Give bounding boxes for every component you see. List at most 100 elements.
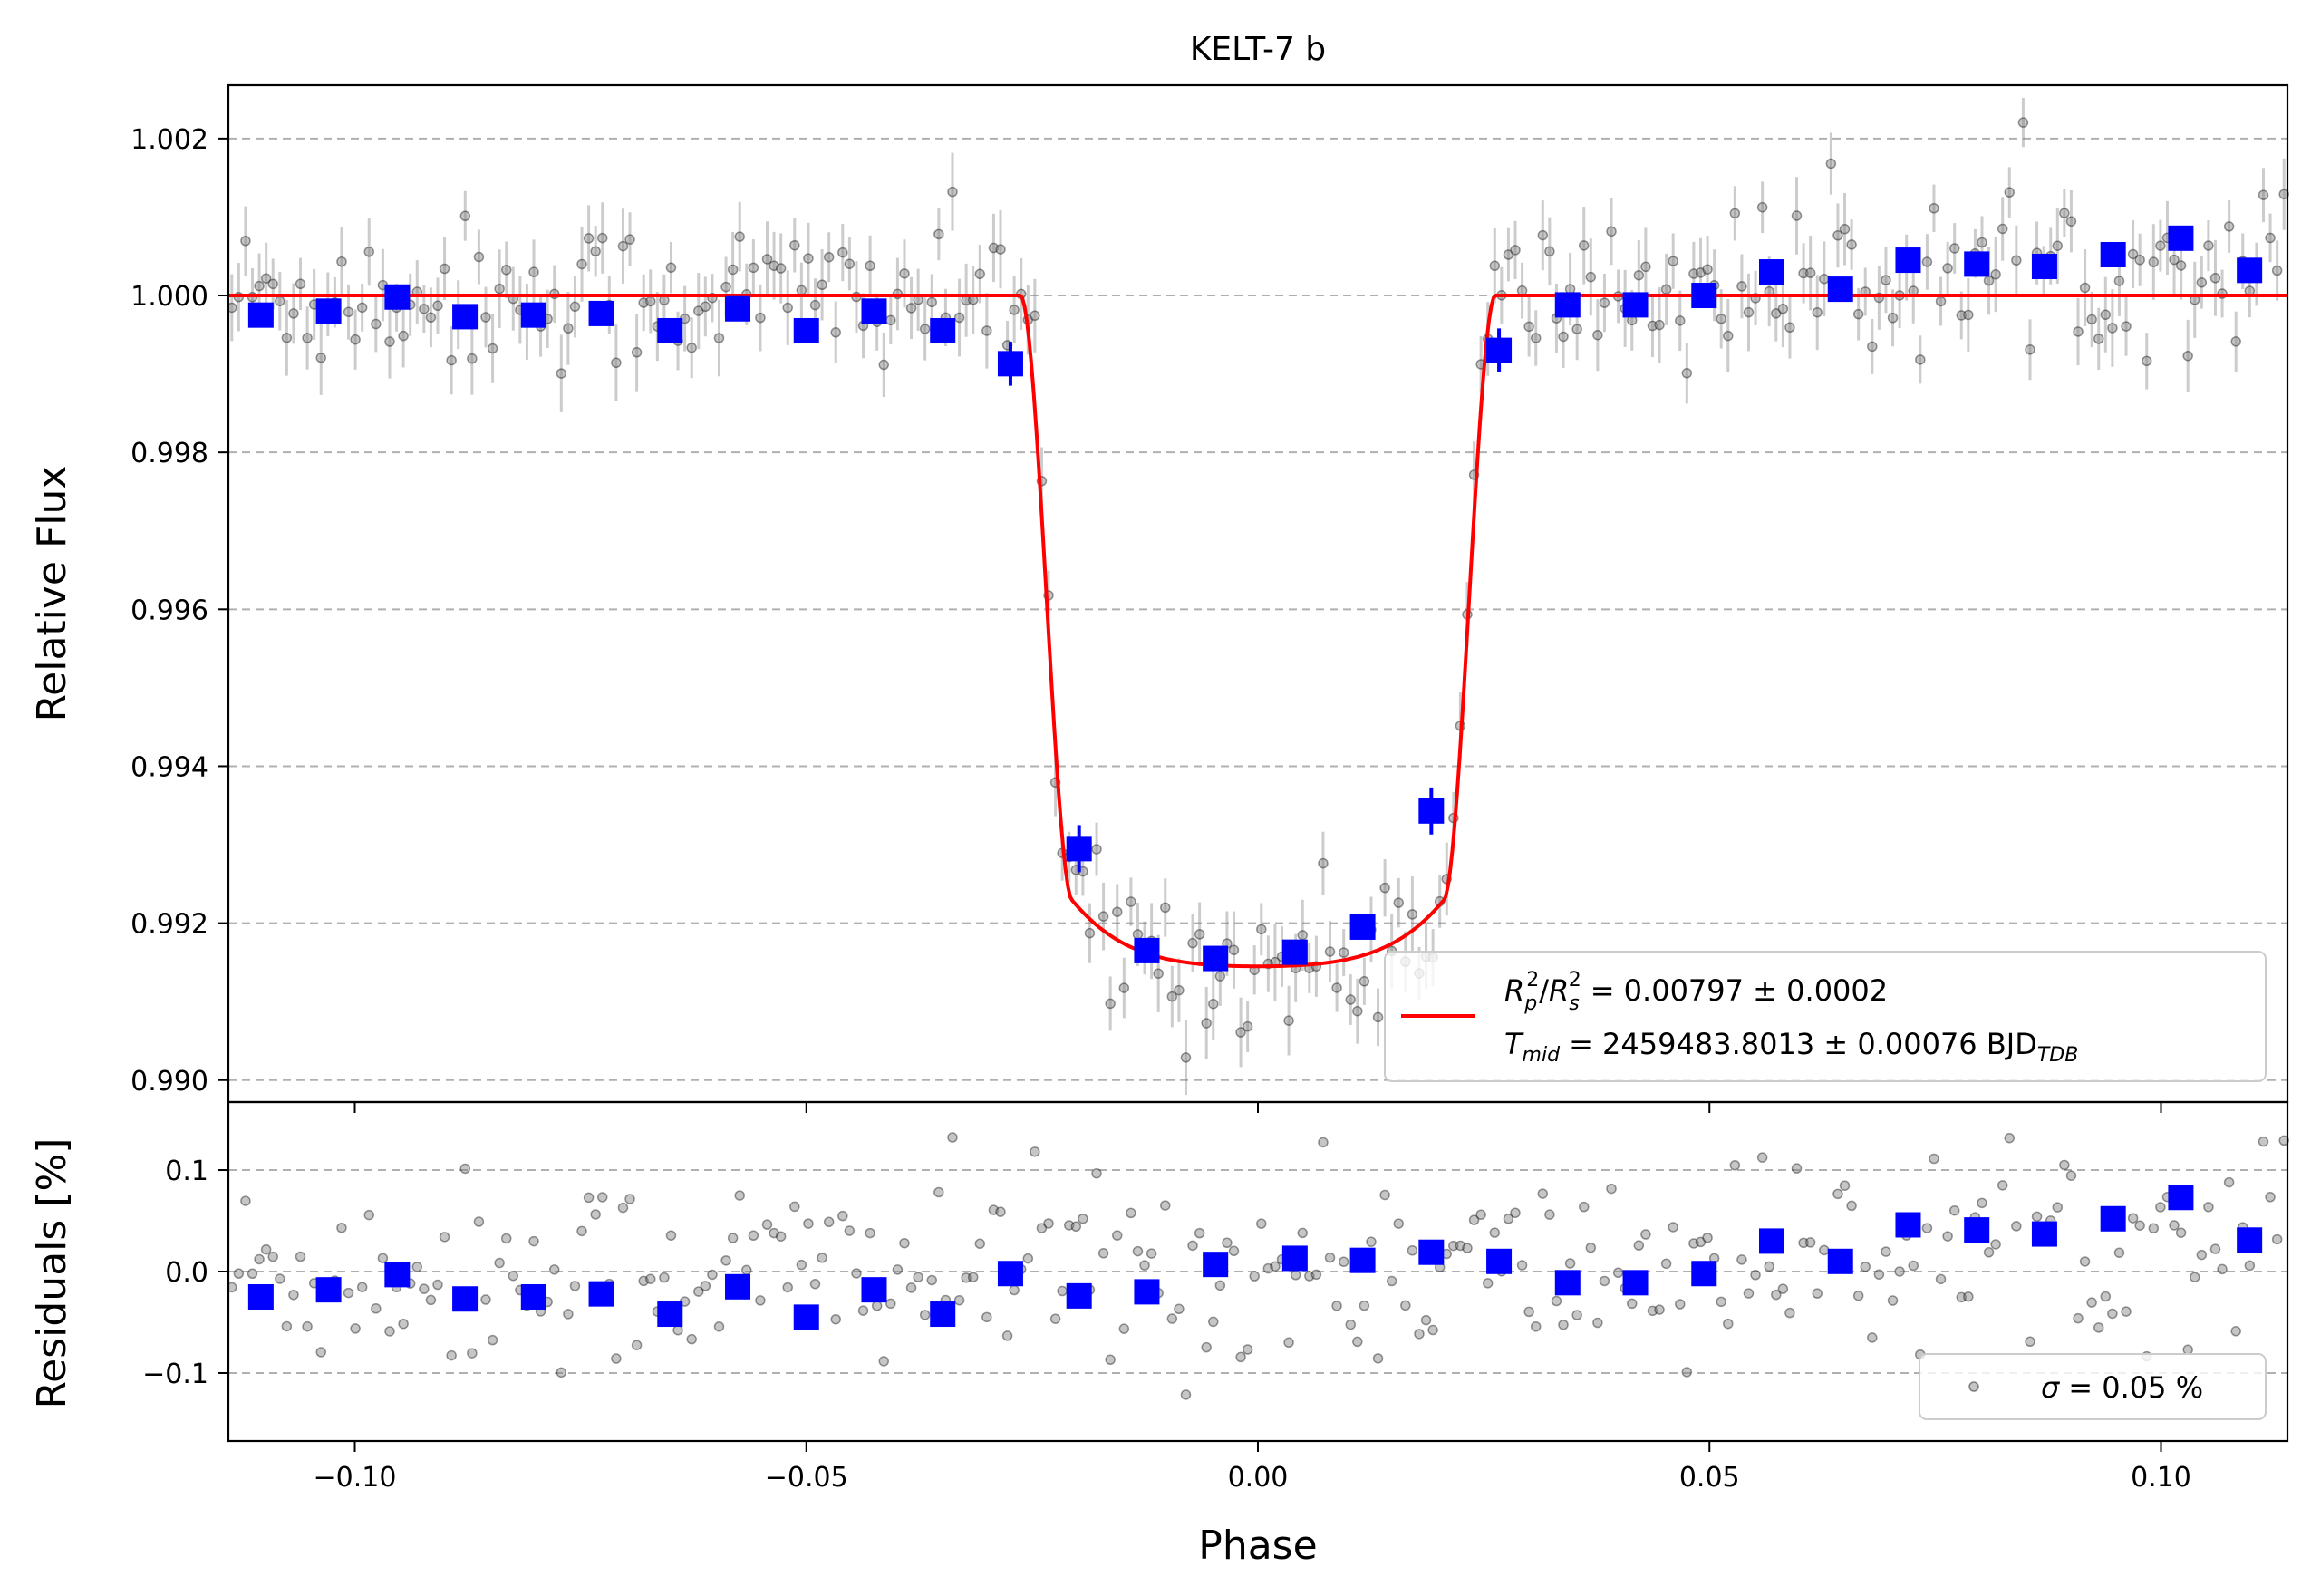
residual-raw-point bbox=[1908, 1260, 1919, 1272]
residual-binned-point bbox=[2168, 1185, 2194, 1211]
flux-raw-point bbox=[761, 254, 773, 265]
residual-raw-point bbox=[1716, 1296, 1726, 1308]
flux-raw-point bbox=[1283, 1015, 1294, 1026]
flux-raw-point bbox=[2278, 189, 2289, 199]
x-tick-label: 0.10 bbox=[2131, 1462, 2191, 1494]
flux-raw-point bbox=[596, 232, 608, 244]
residual-raw-point bbox=[1194, 1227, 1205, 1239]
flux-binned-point bbox=[1281, 939, 1308, 965]
residual-raw-point bbox=[1592, 1317, 1603, 1329]
flux-raw-point bbox=[2073, 326, 2084, 337]
residual-raw-point bbox=[480, 1294, 491, 1305]
residual-raw-point bbox=[240, 1195, 251, 1206]
flux-binned-point bbox=[2237, 257, 2263, 284]
residual-raw-point bbox=[713, 1321, 725, 1332]
residual-raw-point bbox=[2079, 1256, 2091, 1267]
flux-raw-point bbox=[2004, 187, 2016, 198]
residual-raw-point bbox=[2230, 1326, 2241, 1337]
residual-raw-point bbox=[1105, 1354, 1116, 1366]
residual-raw-point bbox=[1839, 1180, 1851, 1191]
residual-raw-point bbox=[2086, 1297, 2097, 1308]
residual-raw-point bbox=[254, 1253, 265, 1265]
residual-raw-point bbox=[563, 1309, 574, 1320]
residual-raw-point bbox=[1660, 1258, 1672, 1270]
legend-line-1: Rp2/Rs2 = 0.00797 ± 0.0002 bbox=[1504, 969, 1888, 1015]
flux-binned-point bbox=[520, 302, 546, 328]
residual-raw-point bbox=[267, 1251, 278, 1262]
flux-raw-point bbox=[1030, 310, 1040, 322]
residual-raw-point bbox=[1228, 1245, 1240, 1257]
flux-raw-point bbox=[631, 347, 643, 358]
residuals-panel: −0.10.00.1 −0.10 −0.05 0.00 0.05 0.10 Phase … bbox=[29, 1100, 2289, 1569]
flux-raw-point bbox=[1166, 991, 1178, 1002]
flux-y-tick-label: 1.002 bbox=[131, 124, 208, 156]
flux-raw-point bbox=[1825, 158, 1837, 169]
residual-raw-point bbox=[1372, 1353, 1384, 1364]
residual-raw-point bbox=[439, 1232, 450, 1243]
residual-raw-point bbox=[467, 1348, 478, 1359]
flux-raw-point bbox=[878, 359, 890, 371]
residuals-y-tick-label: 0.0 bbox=[165, 1257, 208, 1289]
residual-binned-point bbox=[2031, 1221, 2057, 1247]
flux-raw-point bbox=[315, 353, 326, 363]
flux-raw-point bbox=[1881, 275, 1891, 285]
flux-raw-point bbox=[803, 253, 814, 264]
flux-raw-point bbox=[569, 301, 581, 313]
residual-raw-point bbox=[1832, 1188, 1843, 1200]
flux-raw-point bbox=[1695, 267, 1707, 278]
flux-raw-point bbox=[1324, 946, 1336, 957]
residual-raw-point bbox=[665, 1230, 677, 1241]
residual-raw-point bbox=[2127, 1213, 2139, 1224]
residual-binned-point bbox=[1622, 1270, 1649, 1296]
residual-raw-point bbox=[494, 1257, 505, 1269]
flux-raw-point bbox=[1009, 305, 1020, 315]
residual-binned-point bbox=[452, 1286, 479, 1312]
flux-raw-point bbox=[1091, 844, 1102, 855]
flux-raw-point bbox=[363, 247, 375, 257]
residual-raw-point bbox=[548, 1264, 560, 1275]
residual-raw-point bbox=[1249, 1271, 1260, 1282]
flux-raw-point bbox=[336, 256, 347, 267]
flux-raw-point bbox=[439, 263, 450, 275]
flux-raw-point bbox=[899, 268, 910, 279]
flux-raw-point bbox=[1111, 906, 1123, 917]
residual-binned-point bbox=[2100, 1205, 2126, 1232]
flux-raw-point bbox=[1723, 330, 1734, 342]
residual-raw-point bbox=[1290, 1270, 1301, 1281]
flux-raw-point bbox=[823, 251, 835, 263]
residual-raw-point bbox=[1963, 1291, 1974, 1302]
flux-raw-point bbox=[1784, 322, 1795, 334]
residual-raw-point bbox=[576, 1225, 587, 1237]
residual-raw-point bbox=[981, 1311, 992, 1323]
flux-raw-point bbox=[2107, 323, 2118, 334]
flux-raw-point bbox=[1105, 998, 1116, 1010]
flux-raw-point bbox=[1592, 329, 1603, 341]
flux-raw-point bbox=[665, 262, 677, 274]
residual-raw-point bbox=[1983, 1247, 1995, 1258]
residual-raw-point bbox=[1393, 1218, 1405, 1229]
residual-raw-point bbox=[1537, 1188, 1549, 1199]
flux-raw-point bbox=[2052, 240, 2064, 251]
flux-raw-point bbox=[2121, 321, 2132, 332]
residual-raw-point bbox=[590, 1209, 601, 1220]
flux-raw-point bbox=[494, 283, 505, 295]
residual-raw-point bbox=[508, 1270, 519, 1282]
residual-raw-point bbox=[761, 1219, 773, 1230]
flux-raw-point bbox=[281, 333, 293, 343]
flux-raw-point bbox=[817, 279, 827, 291]
residual-raw-point bbox=[1214, 1280, 1226, 1291]
flux-raw-point bbox=[1214, 971, 1226, 982]
residual-raw-point bbox=[734, 1190, 745, 1201]
flux-raw-point bbox=[2113, 276, 2125, 286]
flux-binned-point bbox=[657, 317, 683, 343]
residual-raw-point bbox=[343, 1287, 354, 1299]
residual-raw-point bbox=[1729, 1160, 1741, 1171]
flux-raw-point bbox=[2079, 282, 2091, 294]
residual-raw-point bbox=[1791, 1163, 1803, 1174]
flux-raw-point bbox=[1194, 929, 1205, 940]
flux-raw-point bbox=[1174, 984, 1185, 996]
flux-panel: KELT-7 b 0.990 0.992 0.994 0.996 0.998 1.000 1… bbox=[29, 31, 2289, 1113]
residual-raw-point bbox=[631, 1340, 643, 1350]
flux-raw-point bbox=[919, 324, 931, 334]
